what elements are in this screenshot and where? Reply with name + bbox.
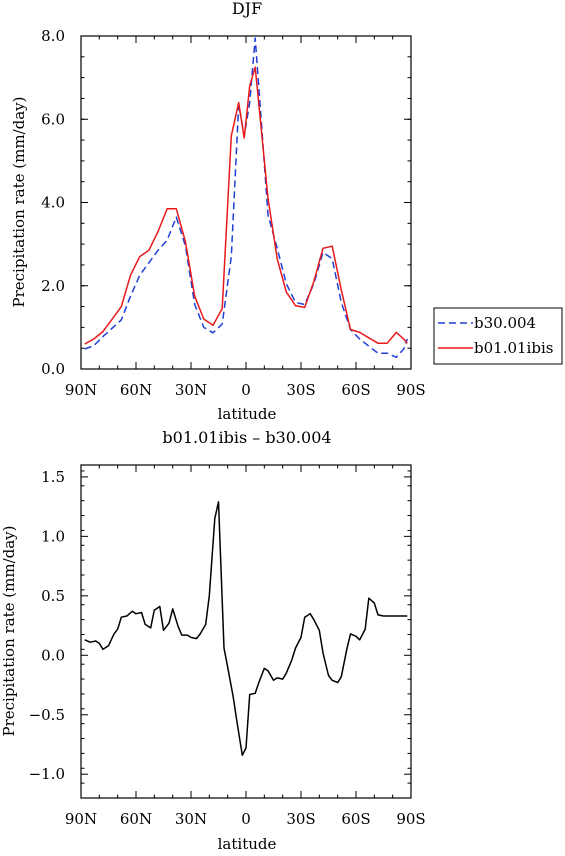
precip-x-tick-label: 0 (241, 381, 251, 399)
legend: b30.004 b01.01ibis (433, 307, 563, 365)
precip-y-tick-label: 0.0 (41, 360, 65, 378)
difference-y-axis-label: Precipitation rate (mm/day) (0, 525, 18, 736)
precip-series-b01-01ibis (84, 66, 408, 345)
difference-x-ticks: 90N 60N 30N 0 30S 60S 90S (65, 465, 426, 828)
precip-x-ticks: 90N 60N 30N 0 30S 60S 90S (65, 36, 426, 399)
precip-y-tick-label: 6.0 (41, 110, 65, 128)
difference-y-tick-label: 0.0 (41, 646, 65, 664)
difference-x-tick-label: 0 (241, 810, 251, 828)
difference-title: b01.01ibis – b30.004 (162, 428, 331, 447)
difference-y-tick-label: 1.0 (41, 527, 65, 545)
difference-y-tick-label: −1.0 (29, 765, 65, 783)
difference-marks (84, 501, 408, 756)
precip-x-tick-label: 90N (65, 381, 97, 399)
precip-y-tick-label: 2.0 (41, 277, 65, 295)
legend-box (433, 307, 563, 365)
precip-y-ticks: 0.0 2.0 4.0 6.0 8.0 (41, 27, 411, 378)
precip-y-tick-label: 4.0 (41, 194, 65, 212)
precip-y-tick-label: 8.0 (41, 27, 65, 45)
precip-x-axis-label: latitude (218, 405, 277, 423)
difference-x-tick-label: 90N (65, 810, 97, 828)
precip-x-tick-label: 30N (175, 381, 207, 399)
precip-x-tick-label: 90S (396, 381, 425, 399)
difference-x-axis-label: latitude (218, 835, 277, 851)
difference-y-ticks: −1.0 −0.5 0.0 0.5 1.0 1.5 (29, 468, 411, 799)
difference-y-tick-label: 0.5 (41, 587, 65, 605)
precip-y-axis-label: Precipitation rate (mm/day) (10, 96, 28, 307)
legend-label-b30-004: b30.004 (474, 314, 536, 332)
precip-panel: DJF 90N 60N 30N 0 30S 60S 90S 0.02.04.06.08.0 … (10, 0, 563, 423)
difference-x-tick-label: 30S (286, 810, 315, 828)
difference-y-tick-label: 1.5 (41, 468, 65, 486)
difference-x-tick-label: 60S (341, 810, 370, 828)
difference-series-line (84, 501, 408, 756)
precip-title: DJF (232, 0, 262, 18)
precip-x-tick-label: 60N (120, 381, 152, 399)
precip-x-tick-label: 60S (341, 381, 370, 399)
precip-series-b30-004 (84, 37, 409, 359)
difference-x-tick-label: 60N (120, 810, 152, 828)
difference-panel: b01.01ibis – b30.004 90N 60N 30N 0 30S 60S 90S… (0, 428, 426, 853)
legend-label-b01-01ibis: b01.01ibis (474, 339, 553, 357)
precip-marks (84, 37, 409, 359)
precip-plot-frame (80, 35, 412, 370)
difference-x-tick-label: 90S (396, 810, 425, 828)
difference-y-tick-label: −0.5 (29, 706, 65, 724)
precip-x-tick-label: 30S (286, 381, 315, 399)
difference-x-tick-label: 30N (175, 810, 207, 828)
